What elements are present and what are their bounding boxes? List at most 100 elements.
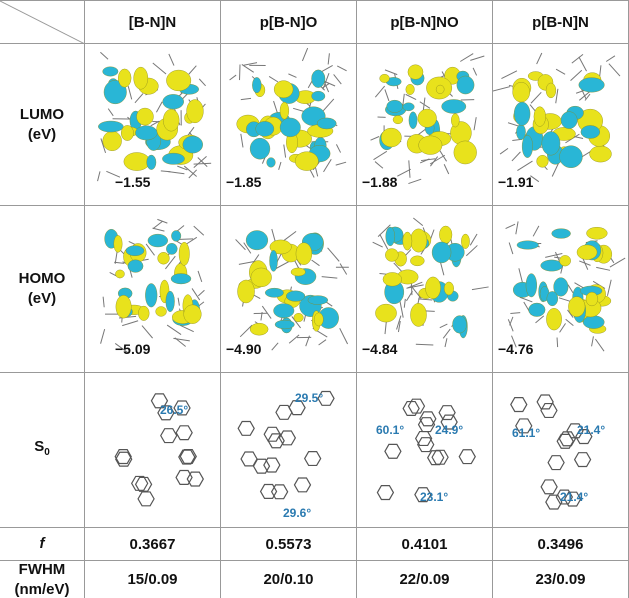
orbital-lobe [534, 107, 546, 127]
bond [385, 70, 397, 75]
orbital-lobe [408, 65, 423, 80]
orbital-lobe [314, 313, 323, 326]
label-line: (eV) [19, 289, 66, 309]
bond [198, 290, 204, 296]
bond [416, 344, 433, 345]
bond [153, 221, 163, 229]
orbital-lobe [265, 288, 283, 297]
orbital-lobe [559, 255, 570, 266]
ring [305, 452, 321, 466]
orbital-lobe [537, 155, 549, 167]
bond [323, 99, 334, 111]
bond [230, 75, 237, 80]
bond [445, 338, 447, 347]
ring [541, 480, 557, 494]
bond [153, 63, 166, 74]
orbital-lobe [250, 138, 270, 159]
ring [377, 486, 393, 500]
data-cell: −4.90 [221, 206, 357, 373]
orbital-lobe [559, 146, 582, 168]
data-cell: 22/0.09 [357, 561, 493, 598]
diagonal-line [0, 1, 85, 44]
orbital-lobe [513, 82, 530, 102]
cell-value: 0.4101 [402, 536, 448, 553]
ring [176, 471, 192, 485]
orbital-lobe [419, 136, 442, 155]
orbital-lobe [552, 229, 571, 239]
structure-image [357, 373, 493, 528]
bond [516, 221, 518, 234]
orbital-lobe [380, 74, 390, 82]
orbital-lobe [457, 76, 474, 94]
bond [501, 71, 517, 79]
orbital-lobe [251, 268, 272, 287]
bond [100, 52, 108, 59]
orbital-lobe [148, 234, 168, 247]
energy-value: −4.76 [498, 341, 533, 357]
bond [508, 319, 513, 331]
bond [408, 179, 421, 183]
orbital-lobe [454, 141, 477, 164]
orbital-lobe [103, 67, 118, 76]
orbital-lobe [308, 296, 328, 305]
column-header: p[B-N]NO [357, 1, 493, 44]
cell-value: 0.3496 [538, 536, 584, 553]
bond [192, 288, 200, 300]
bond [510, 313, 520, 314]
data-cell: −4.84 [357, 206, 493, 373]
energy-value: −1.85 [226, 174, 261, 190]
orbital-lobe [385, 249, 398, 262]
header-text: [B-N]N [129, 14, 176, 31]
orbital-lobe [252, 77, 261, 93]
orbital-lobe [568, 297, 585, 317]
bond [443, 329, 450, 338]
bond [262, 306, 271, 319]
orbital-lobe [114, 235, 122, 252]
orbital-lobe [184, 305, 202, 324]
orbital-lobe [270, 250, 278, 271]
bond [334, 74, 342, 84]
orbital-lobe [98, 121, 123, 132]
bond [533, 226, 539, 236]
bond [194, 226, 204, 235]
data-cell: 0.4101 [357, 528, 493, 561]
bond [98, 171, 100, 181]
orbital-lobe [116, 295, 131, 318]
orbital-lobe [312, 91, 325, 101]
orbital-lobe [442, 99, 466, 113]
orbital-lobe [138, 306, 149, 321]
cell-value: 0.5573 [266, 536, 312, 553]
bond [400, 301, 403, 318]
bond [135, 94, 143, 103]
orbital-lobe [393, 115, 403, 123]
orbital-lobe [381, 128, 401, 147]
bond [302, 48, 307, 61]
bond [385, 89, 389, 101]
header-text: p[B-N]O [260, 14, 317, 31]
orbital-lobe [121, 125, 133, 140]
orbital-lobe [546, 308, 561, 330]
bond [595, 339, 604, 351]
cell-value: 15/0.09 [127, 571, 177, 588]
data-cell: 26.5° [85, 373, 221, 528]
ring [132, 476, 148, 490]
bond [279, 162, 281, 170]
orbital-lobe [286, 291, 305, 302]
orbital-lobe [128, 260, 143, 273]
bond [198, 271, 202, 282]
ring [408, 399, 424, 413]
label-line: HOMO [19, 269, 66, 289]
bond [409, 160, 410, 177]
ring [238, 421, 254, 435]
orbital-lobe [410, 303, 426, 326]
orbital-lobe [166, 243, 177, 254]
bond [556, 89, 558, 103]
energy-value: −4.84 [362, 341, 397, 357]
bond [198, 158, 207, 167]
bond [420, 102, 430, 109]
row-header: HOMO(eV) [0, 206, 85, 373]
orbital-lobe [238, 280, 255, 303]
orbital-lobe [163, 94, 184, 109]
bond [519, 268, 523, 283]
orbital-lobe [294, 313, 304, 322]
